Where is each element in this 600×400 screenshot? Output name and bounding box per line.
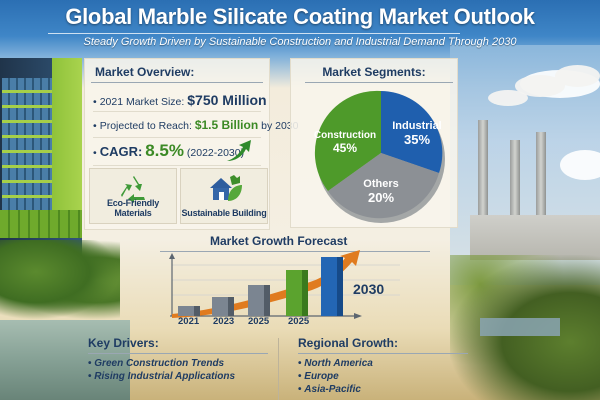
regional-growth-heading: Regional Growth: [298, 336, 398, 350]
divider [298, 353, 468, 354]
divider [88, 353, 268, 354]
x-tick: 2025 [288, 316, 310, 327]
forecast-bars [178, 257, 343, 316]
regional-growth-section: Regional Growth: North America Europe As… [298, 336, 468, 396]
divider [93, 165, 261, 166]
key-driver-item: Green Construction Trends [88, 357, 268, 370]
segments-pie-chart [314, 90, 445, 223]
cagr-period: (2022-2030) [186, 147, 245, 159]
x-tick: 2023 [213, 316, 235, 327]
sustainable-building-badge: Sustainable Building [180, 168, 268, 224]
page-subtitle: Steady Growth Driven by Sustainable Cons… [83, 36, 517, 48]
pie-slice-construction [314, 90, 381, 191]
industrial-plant-image [460, 65, 600, 260]
title-divider [48, 33, 460, 34]
cagr-label: CAGR: [99, 144, 143, 159]
recycle-icon [121, 176, 145, 203]
projected-line: • Projected to Reach: $1.5 Billion by 203… [93, 118, 299, 132]
construction-label: Construction 45% [313, 129, 377, 155]
market-segments-heading: Market Segments: [322, 65, 426, 79]
cagr-line: • CAGR: 8.5% (2022-2030) [93, 141, 245, 160]
key-drivers-section: Key Drivers: Green Construction Trends R… [88, 336, 268, 383]
segment-name: Others [363, 178, 399, 190]
segment-value: 45% [332, 141, 358, 155]
x-tick: 2025 [248, 316, 270, 327]
key-drivers-heading: Key Drivers: [88, 336, 159, 350]
divider [160, 251, 430, 252]
x-tick: 2021 [178, 316, 200, 327]
segment-name: Industrial [392, 120, 442, 132]
others-label: Others 20% [357, 177, 405, 205]
region-item: North America [298, 357, 468, 370]
growth-forecast-chart [169, 250, 400, 319]
section-divider [278, 338, 279, 400]
green-house-icon [210, 175, 242, 201]
cloud [560, 150, 600, 180]
region-item: Asia-Pacific [298, 383, 468, 396]
trees-image [0, 240, 120, 320]
divider [91, 82, 263, 83]
segment-value: 35% [403, 132, 431, 147]
divider [93, 111, 261, 112]
segment-value: 20% [367, 190, 395, 205]
pie-slice-others [328, 153, 439, 219]
forecast-x-axis-labels: 2021 2023 2025 2025 [170, 316, 350, 330]
segment-name: Construction [313, 130, 377, 141]
green-office-building-image [0, 58, 82, 258]
projected-suffix: by 2030 [261, 120, 299, 132]
sustainable-building-label: Sustainable Building [181, 208, 267, 218]
divider [93, 137, 261, 138]
forecast-heading: Market Growth Forecast [210, 234, 348, 248]
market-overview-heading: Market Overview: [95, 65, 195, 79]
river-image [480, 318, 560, 336]
industrial-label: Industrial 35% [389, 119, 445, 147]
divider [305, 82, 453, 83]
forecast-end-label: 2030 [353, 281, 385, 297]
market-size-label: 2021 Market Size: [99, 96, 185, 108]
projected-label: Projected to Reach: [99, 120, 192, 132]
eco-friendly-label: Eco-Friendly Materials [106, 198, 160, 218]
market-size-value: $750 Million [187, 92, 267, 108]
key-driver-item: Rising Industrial Applications [88, 370, 268, 383]
pie-slice-industrial [381, 91, 443, 173]
market-segments-panel: Market Segments: Construction 45% Indust… [290, 58, 458, 228]
region-item: Europe [298, 370, 468, 383]
cagr-value: 8.5% [145, 141, 184, 160]
up-arrow-icon [227, 140, 251, 161]
market-size-line: • 2021 Market Size: $750 Million [93, 92, 267, 108]
eco-friendly-badge: Eco-Friendly Materials [89, 168, 177, 224]
page-title: Global Marble Silicate Coating Market Ou… [65, 4, 535, 29]
projected-value: $1.5 Billion [194, 118, 259, 132]
